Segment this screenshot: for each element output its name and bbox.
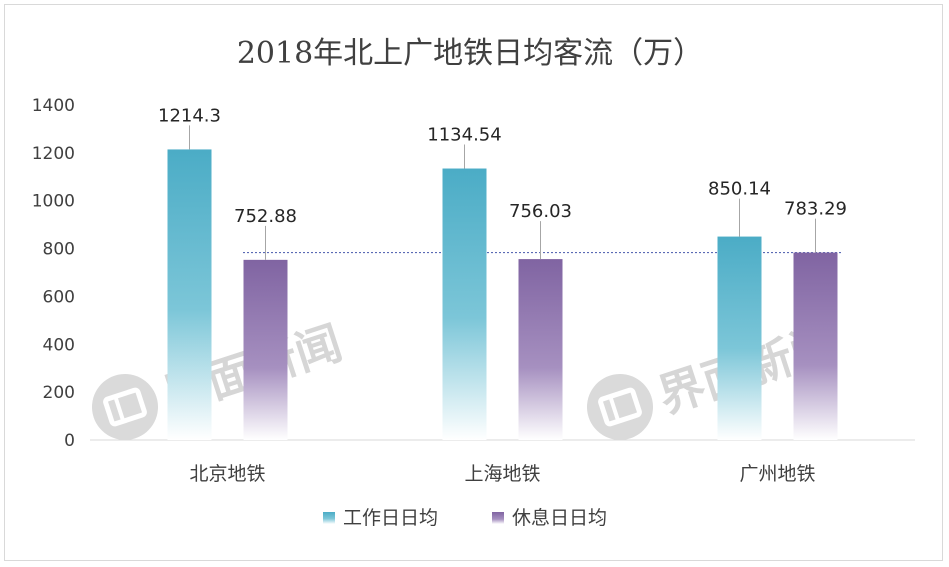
chart-title: 2018年北上广地铁日均客流（万） (237, 36, 703, 71)
data-label: 756.03 (509, 201, 572, 222)
y-tick-label: 1400 (32, 96, 75, 116)
y-tick-label: 400 (43, 335, 75, 355)
y-tick-label: 600 (43, 287, 75, 307)
x-tick-label: 上海地铁 (464, 463, 540, 485)
bar (793, 252, 838, 440)
y-axis-ticks: 0 200 400 600 800 1000 1200 1400 (32, 96, 75, 451)
category-labels-group: 北京地铁 上海地铁 广州地铁 (189, 463, 815, 485)
data-label: 850.14 (708, 179, 771, 200)
legend-swatch (323, 512, 335, 524)
y-tick-label: 0 (64, 431, 75, 451)
bar (717, 236, 762, 440)
chart-frame: 界面新闻 界面新闻 2018年北上广地铁日均客流（万） 020040060080… (4, 4, 943, 561)
legend-label: 工作日日均 (343, 507, 438, 529)
bar (167, 149, 212, 440)
watermark-left: 界面新闻 (92, 315, 348, 440)
watermark-logo-icon (92, 374, 158, 440)
legend-label: 休息日日均 (512, 507, 607, 529)
y-tick-label: 200 (43, 383, 75, 403)
data-label: 1214.3 (158, 105, 221, 126)
y-tick-label: 1000 (32, 192, 75, 212)
watermark-logo-icon (587, 374, 653, 440)
bar-chart: 界面新闻 界面新闻 2018年北上广地铁日均客流（万） 020040060080… (32, 36, 915, 529)
bars-group (167, 149, 838, 440)
legend: 工作日日均 休息日日均 (323, 507, 607, 529)
data-label: 752.88 (234, 206, 297, 227)
y-tick-label: 1200 (32, 144, 75, 164)
bar (442, 168, 487, 440)
y-tick-label: 800 (43, 240, 75, 260)
data-labels-group: 1214.3 752.88 1134.54 756.03 850.14 783.29 (158, 105, 847, 260)
bar (243, 259, 288, 440)
data-label: 783.29 (784, 199, 847, 220)
data-label: 1134.54 (427, 125, 501, 146)
x-tick-label: 广州地铁 (739, 463, 815, 485)
x-tick-label: 北京地铁 (189, 463, 265, 485)
legend-swatch (492, 512, 504, 524)
bar (518, 259, 563, 440)
